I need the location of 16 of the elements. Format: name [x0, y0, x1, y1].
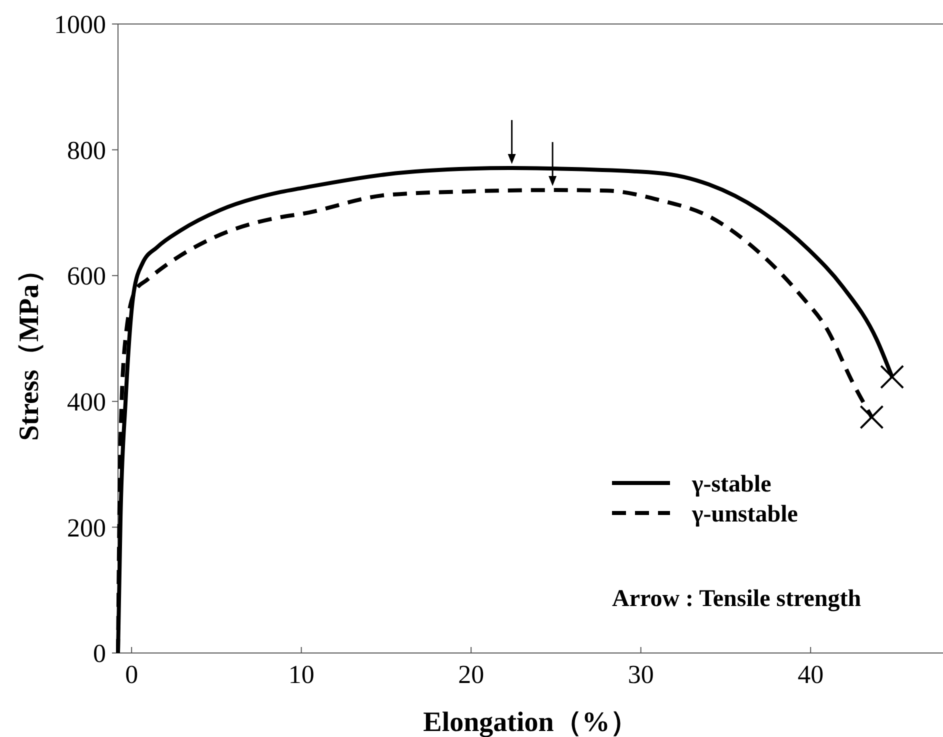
y-tick-label: 600: [67, 262, 106, 291]
y-tick-label: 400: [67, 388, 106, 416]
y-tick-label: 0: [93, 639, 106, 668]
y-tick-label: 1000: [54, 10, 106, 40]
y-axis-title: Stress（MPa）: [14, 256, 45, 441]
y-tick-label: 200: [67, 513, 106, 542]
legend-label: γ-unstable: [691, 501, 798, 528]
x-tick-label: 40: [798, 660, 824, 689]
annotation: Arrow : Tensile strength: [612, 586, 862, 612]
legend-label: γ-stable: [691, 471, 772, 498]
x-tick-label: 0: [125, 660, 138, 689]
x-tick-label: 30: [628, 660, 654, 689]
y-tick-label: 800: [67, 136, 106, 165]
x-tick-label: 10: [288, 660, 314, 689]
x-axis-title: Elongation（%）: [423, 707, 638, 737]
x-tick-label: 20: [458, 660, 484, 689]
